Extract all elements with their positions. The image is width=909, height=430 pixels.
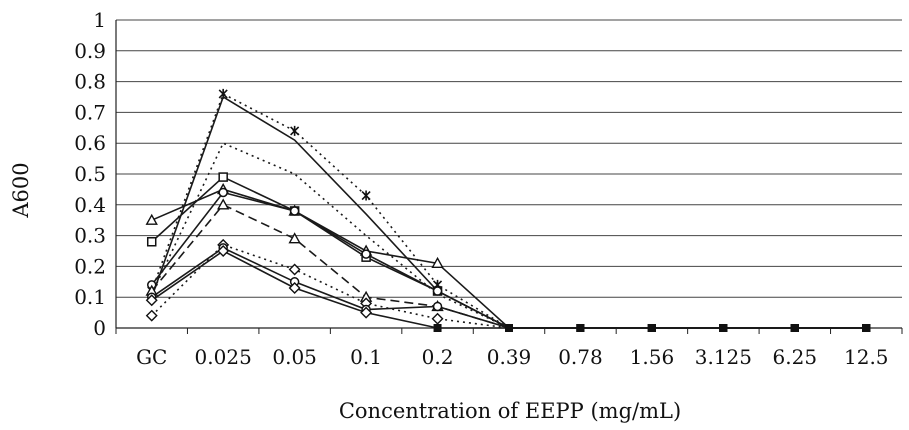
y-tick-label: 0.8 [74,70,106,94]
data-point [217,245,230,257]
x-tick-label: 0.39 [487,345,532,369]
x-tick-label: 0.1 [350,345,382,369]
data-point [719,324,728,332]
y-tick-label: 0.7 [74,100,106,124]
x-tick-label: 0.05 [272,345,317,369]
x-tick-label: 12.5 [844,345,889,369]
data-point [862,324,871,332]
data-point [360,306,373,319]
data-point [216,198,230,210]
series-line-6 [151,191,867,329]
data-point [431,312,444,325]
series-line-2 [150,95,867,329]
data-point [288,263,301,276]
data-point [647,324,656,332]
y-tick-label: 0.5 [74,162,106,186]
series-line-5 [151,188,867,329]
data-point [432,286,443,296]
x-tick-label: 0.2 [422,345,454,369]
data-point [218,187,228,198]
x-tick-labels: GC 0.025 0.05 0.1 0.2 0.39 0.78 1.56 3.125 6.25 12… [136,345,888,369]
x-tick-label: 1.56 [630,345,675,369]
data-point [288,232,301,244]
x-axis-title: Concentration of EEPP (mg/mL) [339,399,681,423]
grid-lines [116,19,902,298]
data-point [433,324,442,332]
data-point [145,309,158,322]
data-point [431,256,444,269]
y-tick-label: 0 [93,316,106,340]
series-line-1 [150,92,867,329]
x-tick-label: 3.125 [695,345,752,369]
y-tick-label: 0.2 [74,254,106,278]
data-point [576,324,585,332]
y-tick-labels: 0 0.1 0.2 0.3 0.4 0.5 0.6 0.7 0.8 0.9 1 [74,8,106,340]
y-tick-label: 0.4 [74,193,106,217]
y-tick-label: 0.1 [74,285,106,309]
y-axis-title: A600 [9,162,33,218]
x-tick-label: 0.025 [195,345,252,369]
y-tick-label: 1 [93,8,106,32]
data-point [145,294,158,307]
data-point [432,301,443,312]
data-point [361,190,371,201]
series-group [145,88,871,332]
data-point [145,213,158,225]
series-line-9 [151,246,867,329]
y-tick-label: 0.6 [74,131,106,155]
y-tick-label: 0.3 [74,224,106,248]
data-point [146,237,157,247]
series-line-8 [151,243,867,329]
series-line-10 [151,250,867,329]
data-point [790,324,799,332]
x-tick-label: 6.25 [773,345,818,369]
axes [115,20,903,334]
y-tick-label: 0.9 [74,39,106,63]
data-point [289,206,300,216]
data-point [361,249,371,259]
data-point [218,172,228,182]
data-point [290,125,300,136]
x-tick-label: GC [136,345,167,369]
x-tick-label: 0.78 [558,345,603,369]
data-point [288,281,301,294]
data-point [505,324,513,332]
